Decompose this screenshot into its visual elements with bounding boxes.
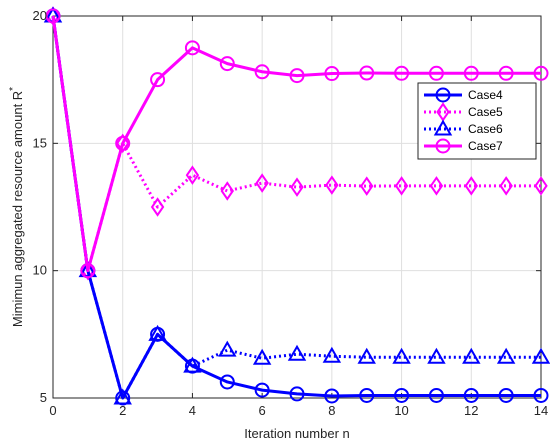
series-case5 bbox=[46, 6, 548, 281]
y-tick-label: 15 bbox=[33, 135, 47, 150]
x-tick-label: 14 bbox=[534, 403, 548, 418]
data-point-marker bbox=[252, 348, 272, 365]
series-line bbox=[51, 15, 541, 273]
data-point-marker bbox=[150, 72, 166, 88]
data-point-marker bbox=[219, 374, 235, 390]
data-point-marker bbox=[392, 347, 411, 364]
data-point-marker bbox=[498, 65, 514, 81]
data-point-marker bbox=[218, 340, 237, 357]
y-tick-label: 10 bbox=[33, 263, 47, 278]
legend-marker bbox=[435, 87, 451, 103]
tick-label-layer: 0 2 4 6 8 10 12 14 5 10 15 20 bbox=[33, 8, 549, 418]
series-line bbox=[51, 15, 541, 273]
axes-box bbox=[52, 15, 542, 399]
data-point-marker bbox=[322, 346, 342, 363]
data-point-marker bbox=[531, 347, 550, 364]
series-layer bbox=[43, 6, 550, 406]
data-point-marker bbox=[324, 66, 340, 82]
data-point-marker bbox=[360, 176, 374, 196]
data-point-marker bbox=[496, 347, 516, 364]
data-point-marker bbox=[359, 387, 375, 403]
data-point-marker bbox=[359, 65, 375, 81]
x-tick-label: 8 bbox=[328, 403, 335, 418]
data-point-marker bbox=[254, 382, 270, 398]
x-tick-label: 4 bbox=[189, 403, 196, 418]
data-point-marker bbox=[533, 65, 549, 81]
data-point-marker bbox=[150, 197, 165, 217]
data-point-marker bbox=[498, 387, 514, 403]
x-tick-label: 10 bbox=[394, 403, 408, 418]
legend: Case4 Case5 Case6 Case7 bbox=[417, 82, 537, 160]
data-point-marker bbox=[394, 65, 410, 81]
data-point-marker bbox=[113, 388, 132, 405]
data-point-marker bbox=[220, 181, 234, 201]
data-point-marker bbox=[533, 387, 549, 403]
data-point-marker bbox=[185, 165, 200, 185]
data-point-marker bbox=[148, 324, 167, 341]
data-point-marker bbox=[357, 347, 376, 364]
data-point-marker bbox=[219, 56, 235, 72]
x-tick-label: 6 bbox=[259, 403, 266, 418]
data-point-marker bbox=[394, 387, 410, 403]
series-line bbox=[51, 15, 541, 400]
data-point-marker bbox=[429, 176, 444, 196]
legend-marker bbox=[433, 119, 453, 136]
data-point-marker bbox=[116, 133, 130, 154]
y-tick-label: 20 bbox=[33, 8, 47, 23]
data-point-marker bbox=[462, 347, 481, 364]
data-point-marker bbox=[534, 176, 548, 196]
y-axis-label-superscript: * bbox=[8, 87, 19, 91]
series-line bbox=[51, 15, 541, 400]
x-tick-label: 12 bbox=[464, 403, 478, 418]
data-point-marker bbox=[325, 175, 339, 195]
data-point-marker bbox=[463, 65, 479, 81]
data-point-marker bbox=[463, 387, 479, 403]
y-axis-label-main: Mimimun aggregated resource amount R bbox=[10, 91, 25, 327]
data-point-marker bbox=[45, 8, 61, 24]
plot-area bbox=[53, 16, 541, 398]
legend-item: Case6 bbox=[424, 119, 503, 136]
data-point-marker bbox=[428, 65, 444, 81]
data-point-marker bbox=[80, 263, 96, 279]
series-case7 bbox=[45, 8, 549, 279]
data-point-marker bbox=[428, 387, 444, 403]
data-point-marker bbox=[427, 347, 446, 364]
data-point-marker bbox=[324, 388, 340, 404]
data-point-marker bbox=[254, 64, 270, 80]
x-tick-label: 0 bbox=[49, 403, 56, 418]
x-tick-label: 2 bbox=[119, 403, 126, 418]
data-point-marker bbox=[394, 176, 409, 196]
legend-label: Case4 bbox=[468, 88, 503, 102]
legend-marker bbox=[435, 138, 451, 154]
legend-item: Case4 bbox=[424, 87, 503, 103]
data-point-marker bbox=[289, 386, 305, 402]
y-axis-label: Mimimun aggregated resource amount R* bbox=[8, 87, 25, 327]
data-point-marker bbox=[499, 176, 513, 196]
data-point-marker bbox=[464, 176, 478, 196]
data-point-marker bbox=[255, 173, 269, 193]
legend-label: Case5 bbox=[468, 105, 503, 119]
y-tick-label: 5 bbox=[40, 390, 47, 405]
data-point-marker bbox=[183, 356, 202, 373]
data-point-marker bbox=[184, 40, 200, 56]
x-axis-label: Iteration number n bbox=[244, 426, 350, 441]
data-point-marker bbox=[115, 135, 131, 151]
legend-item: Case7 bbox=[424, 138, 503, 154]
legend-label: Case6 bbox=[468, 122, 503, 136]
series-case6 bbox=[43, 6, 550, 405]
data-point-marker bbox=[287, 344, 307, 361]
data-point-marker bbox=[289, 68, 305, 84]
data-point-marker bbox=[290, 177, 304, 197]
legend-label: Case7 bbox=[468, 139, 503, 153]
